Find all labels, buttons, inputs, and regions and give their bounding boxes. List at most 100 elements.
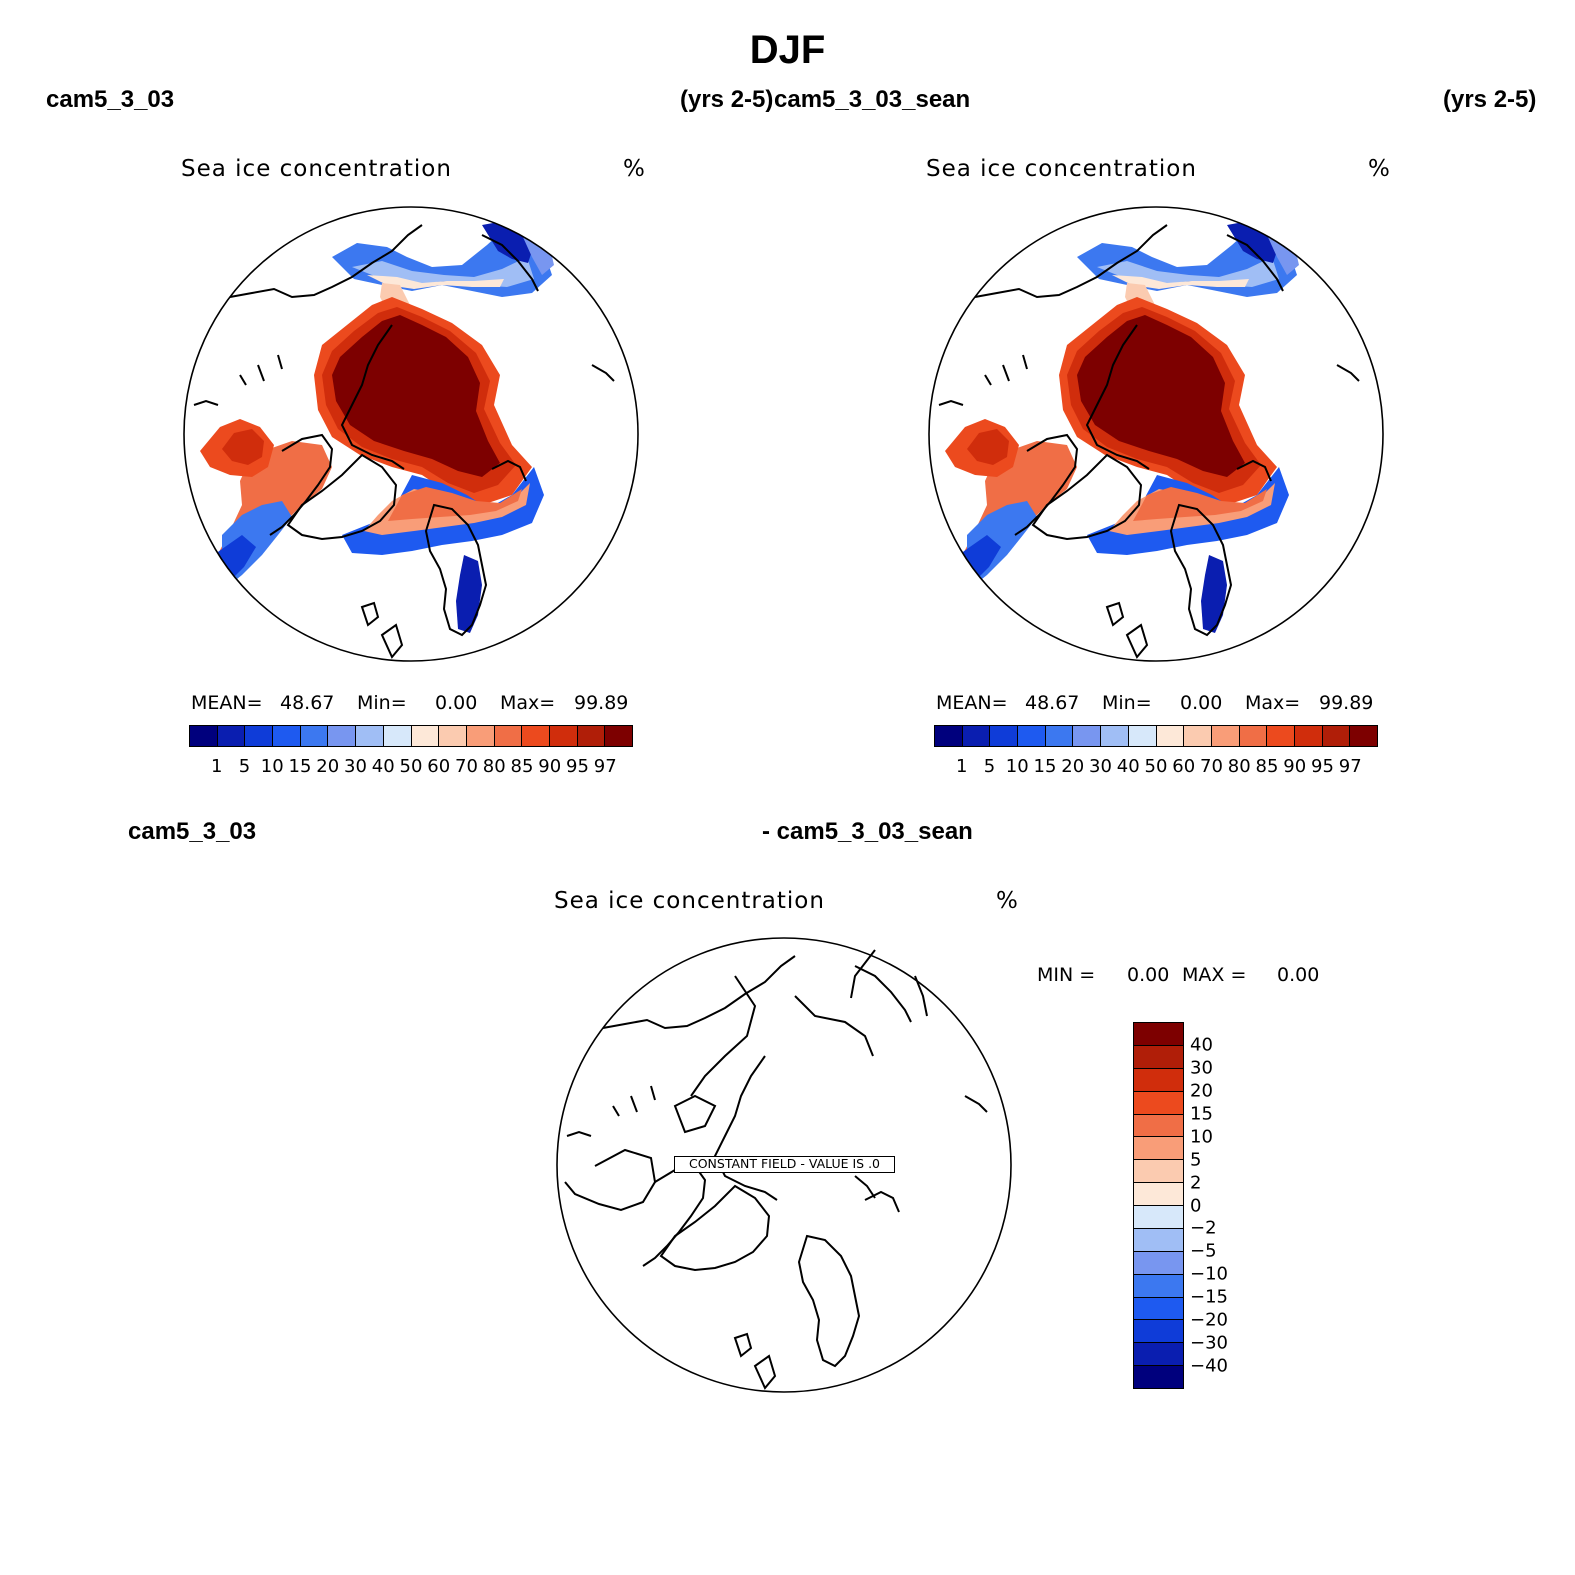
left-coastlines (193, 224, 615, 659)
diff-max-label: MAX = (1182, 964, 1247, 986)
left-sea-ice-field (200, 215, 554, 633)
diff-colorbar-tick-label: −40 (1190, 1355, 1228, 1377)
diff-colorbar-tick-label: 10 (1190, 1126, 1213, 1148)
diff-colorbar-tick-label: −20 (1190, 1309, 1228, 1331)
right-colorbar-tick-label: 1 (956, 756, 968, 777)
diff-colorbar-swatch (1134, 1023, 1183, 1046)
left-colorbar-swatch (494, 726, 523, 746)
right-units-label: % (1368, 156, 1391, 182)
diff-coastlines (564, 949, 988, 1390)
left-colorbar-swatch (356, 726, 384, 746)
diff-colorbar-swatch (1134, 1274, 1183, 1298)
right-colorbar-tick-label: 10 (1005, 756, 1029, 777)
bottom-case-b-label: - cam5_3_03_sean (762, 818, 973, 845)
left-colorbar-tick-label: 20 (316, 756, 340, 777)
left-colorbar-tick-label: 90 (538, 756, 562, 777)
left-colorbar-swatch (466, 726, 495, 746)
left-colorbar-tick-label: 95 (566, 756, 589, 777)
left-colorbar-ticks: 1 5 10 15 20 30 40 50 60 70 80 85 90 95 97 (189, 756, 633, 778)
right-min-value: 0.00 (1180, 692, 1223, 714)
left-colorbar-swatch (577, 726, 606, 746)
diff-colorbar-tick-label: 0 (1190, 1195, 1202, 1216)
left-mean-value: 48.67 (280, 692, 335, 714)
right-colorbar-tick-label: 50 (1144, 756, 1168, 777)
left-stats-line: MEAN= 48.67 Min= 0.00 Max= 99.89 (191, 692, 631, 716)
diff-colorbar-swatch (1134, 1228, 1183, 1252)
diff-stats-line: MIN = 0.00 MAX = 0.00 (1037, 964, 1337, 988)
diff-colorbar-swatch (1134, 1206, 1183, 1229)
left-colorbar-tick-label: 10 (260, 756, 284, 777)
diff-colorbar-tick-label: 30 (1190, 1057, 1213, 1079)
right-colorbar-swatch (1128, 726, 1157, 746)
right-colorbar-swatch (935, 726, 963, 746)
left-mean-label: MEAN= (191, 692, 263, 714)
diff-variable-label: Sea ice concentration (554, 888, 825, 914)
diff-colorbar-tick-label: −10 (1190, 1263, 1228, 1285)
right-colorbar-swatch (1322, 726, 1351, 746)
right-colorbar-tick-label: 5 (983, 756, 996, 777)
left-colorbar-swatch (439, 726, 467, 746)
right-sea-ice-field (945, 215, 1299, 633)
left-colorbar-swatch (217, 726, 246, 746)
right-colorbar-tick-label: 80 (1227, 756, 1251, 777)
left-colorbar-tick-label: 5 (238, 756, 251, 777)
left-colorbar-swatch (190, 726, 218, 746)
left-colorbar-swatch (522, 726, 550, 746)
diff-colorbar-swatch (1134, 1183, 1183, 1206)
left-colorbar-swatch (273, 726, 301, 746)
diff-colorbar-swatch (1134, 1091, 1183, 1115)
right-min-label: Min= (1102, 692, 1152, 714)
right-map-boundary (928, 206, 1384, 662)
right-colorbar-swatch (1267, 726, 1295, 746)
diff-colorbar-tick-label: 15 (1190, 1103, 1213, 1125)
left-colorbar-tick-label: 1 (211, 756, 223, 777)
right-colorbar-swatch (962, 726, 991, 746)
left-colorbar-tick-label: 97 (593, 756, 617, 777)
right-colorbar-swatch (1101, 726, 1129, 746)
left-max-value: 99.89 (574, 692, 629, 714)
left-colorbar-tick-label: 15 (288, 756, 312, 777)
top-right-case-label: cam5_3_03_sean (774, 86, 971, 113)
bottom-case-a-label: cam5_3_03 (128, 818, 257, 845)
diff-min-value: 0.00 (1127, 964, 1170, 986)
diff-colorbar-tick-label: −5 (1190, 1240, 1217, 1262)
right-colorbar-tick-label: 70 (1200, 756, 1223, 777)
right-max-value: 99.89 (1319, 692, 1374, 714)
diff-min-label: MIN = (1037, 964, 1096, 986)
left-colorbar-swatch (245, 726, 274, 746)
left-colorbar-swatch (328, 726, 357, 746)
right-colorbar-swatch (1211, 726, 1240, 746)
right-colorbar-ticks: 1 5 10 15 20 30 40 50 60 70 80 85 90 95 97 (934, 756, 1378, 778)
right-colorbar-swatch (1184, 726, 1212, 746)
left-units-label: % (623, 156, 646, 182)
right-mean-value: 48.67 (1025, 692, 1080, 714)
left-colorbar-tick-label: 70 (455, 756, 478, 777)
right-colorbar (934, 725, 1378, 747)
diff-colorbar-swatch (1134, 1343, 1183, 1367)
left-min-label: Min= (357, 692, 407, 714)
right-mean-label: MEAN= (936, 692, 1008, 714)
diff-colorbar-swatch (1134, 1366, 1183, 1388)
constant-field-note: CONSTANT FIELD - VALUE IS .0 (674, 1156, 895, 1173)
left-colorbar-tick-label: 50 (399, 756, 423, 777)
diff-colorbar-tick-label: 5 (1190, 1149, 1202, 1171)
left-max-label: Max= (500, 692, 556, 714)
left-map-boundary (183, 206, 639, 662)
left-colorbar-tick-label: 80 (482, 756, 506, 777)
diff-units-label: % (996, 888, 1019, 914)
left-colorbar-swatch (383, 726, 412, 746)
diff-colorbar-swatch (1134, 1297, 1183, 1321)
left-min-value: 0.00 (435, 692, 478, 714)
diff-max-value: 0.00 (1277, 964, 1320, 986)
diff-colorbar-tick-label: −2 (1190, 1217, 1217, 1239)
left-colorbar-tick-label: 40 (371, 756, 395, 777)
top-left-case-label: cam5_3_03 (46, 86, 175, 113)
left-colorbar-swatch (411, 726, 440, 746)
left-colorbar-swatch (549, 726, 578, 746)
diff-colorbar-tick-label: −15 (1190, 1286, 1228, 1308)
diff-colorbar-swatch (1134, 1160, 1183, 1184)
diff-colorbar (1133, 1022, 1184, 1389)
left-colorbar-swatch (300, 726, 329, 746)
diff-colorbar-swatch (1134, 1137, 1183, 1161)
right-colorbar-swatch (1350, 726, 1377, 746)
